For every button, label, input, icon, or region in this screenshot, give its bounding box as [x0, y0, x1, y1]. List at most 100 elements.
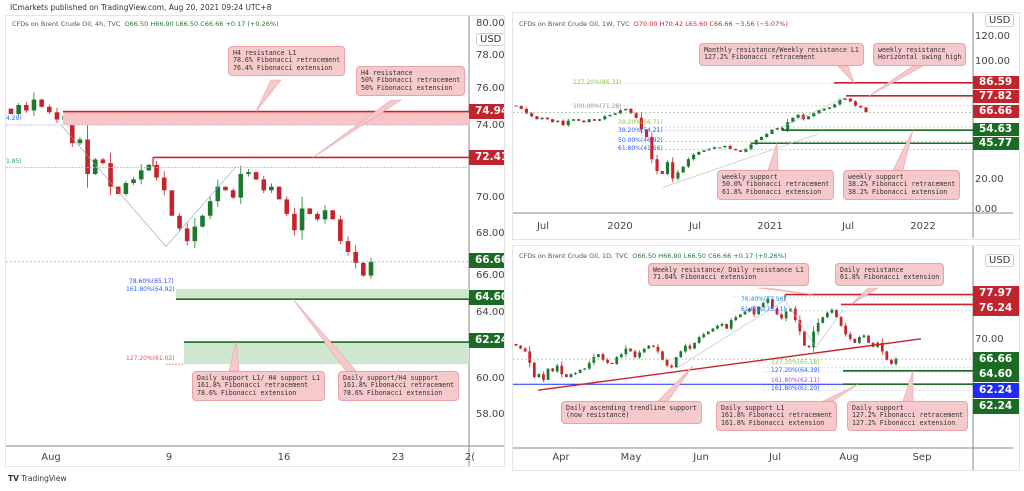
candle-body [546, 368, 550, 380]
candle-body [519, 105, 523, 109]
candle-body [138, 170, 144, 180]
x-tick: Sep [912, 452, 932, 463]
candle-body [154, 164, 159, 178]
candle-body [752, 308, 756, 315]
price-tag-support: 64.60 [469, 290, 504, 305]
candle-body [353, 252, 358, 263]
x-tick: Jun [693, 452, 709, 463]
fib-label: 78.60%(65.17) [129, 278, 174, 285]
h4-chart-canvas[interactable] [6, 16, 505, 467]
currency-button[interactable]: USD [985, 14, 1015, 27]
fib-label: 127.20%(61.02) [126, 355, 175, 362]
daily-chart-panel[interactable]: CFDs on Brent Crude Oil, 1D, TVC O66.50 … [512, 245, 1020, 471]
candle-body [716, 325, 719, 329]
candle-body [833, 104, 837, 108]
price-tag-resistance: 76.24 [973, 301, 1019, 316]
price-tag-support: 62.24 [973, 399, 1019, 414]
candle-body [598, 119, 602, 121]
candle-body [545, 117, 549, 120]
price-tag-support: 45.77 [973, 137, 1019, 150]
price-tag-support: 62.24 [469, 333, 504, 348]
weekly-chart-panel[interactable]: CFDs on Brent Crude Oil, 1W, TVC O70.00 … [512, 12, 1020, 240]
candle-body [656, 346, 660, 352]
price-tag-resistance: 72.41 [469, 150, 504, 165]
candle-body [292, 213, 297, 231]
candle-body [322, 210, 328, 220]
y-tick: 58.00 [476, 409, 505, 420]
candle-body [569, 374, 573, 378]
candle-body [858, 337, 861, 343]
price-tag-resistance: 74.94 [469, 104, 504, 119]
candle-body [307, 208, 313, 214]
candle-body [54, 112, 60, 120]
candle-body [583, 368, 587, 370]
fib-tool-line [60, 124, 167, 247]
candle-body [684, 345, 687, 352]
candle-body [812, 331, 815, 348]
candle-body [688, 345, 692, 349]
annotation-weekly-daily-resistance: Weekly resistance/ Daily resistance L1 7… [648, 263, 809, 286]
candle-body [582, 120, 586, 123]
candle-body [537, 374, 541, 378]
annotation-pointer [657, 365, 694, 402]
candle-body [299, 208, 305, 231]
h4-chart-panel[interactable]: CFDs on Brent Crude Oil, 4h, TVC O66.50 … [5, 15, 505, 467]
daily-chart-canvas[interactable] [513, 246, 1020, 471]
x-tick: 23 [391, 452, 405, 463]
candle-body [115, 186, 121, 194]
candle-body [315, 213, 320, 220]
annotation-pointer [255, 79, 282, 112]
fib-tool-line [675, 299, 786, 369]
candle-body [85, 139, 90, 174]
candle-body [734, 317, 738, 321]
candle-body [817, 110, 821, 114]
candle-body [711, 328, 715, 332]
annotation-monthly-resistance: Monthly resistance/Weekly resistance L1 … [699, 43, 864, 66]
candle-body [835, 309, 838, 318]
fib-label: 161.80%(61.20) [771, 385, 820, 392]
candle-body [844, 325, 848, 335]
candle-body [739, 150, 743, 152]
candle-body [528, 351, 532, 363]
annotation-pointer [837, 65, 855, 84]
currency-button[interactable]: USD [476, 33, 504, 46]
candle-body [603, 116, 607, 120]
price-tag-current: 66.66 [973, 105, 1019, 118]
candle-body [92, 159, 98, 174]
candle-body [821, 317, 825, 323]
candle-body [784, 311, 788, 319]
fib-tool-line [165, 166, 237, 247]
fib-label: 127.20%(86.31) [573, 79, 622, 86]
candle-body [8, 108, 14, 115]
candle-body [592, 119, 596, 121]
candle-body [655, 159, 659, 172]
candle-body [718, 147, 722, 149]
candle-body [803, 331, 806, 346]
candle-body [619, 354, 623, 358]
candle-body [853, 101, 858, 106]
candle-body [566, 120, 570, 126]
candle-body [827, 107, 831, 109]
candle-body [702, 150, 706, 152]
candle-body [766, 298, 770, 303]
annotation-daily-support: Daily support 127.2% Fibonacci retraceme… [847, 401, 969, 432]
candle-body [542, 374, 545, 380]
candle-body [830, 309, 834, 313]
candle-body [744, 148, 748, 152]
candle-body [574, 373, 577, 375]
candle-body [338, 219, 343, 242]
x-tick: 2020 [607, 221, 633, 232]
y-tick: 70.00 [476, 192, 505, 203]
candle-body [770, 129, 774, 135]
candle-body [725, 324, 728, 329]
candle-body [780, 314, 783, 319]
annotation-pointer [822, 383, 859, 402]
candle-body [759, 137, 764, 140]
candle-body [215, 186, 221, 202]
currency-button[interactable]: USD [985, 254, 1015, 267]
candle-body [825, 312, 829, 318]
candle-body [843, 98, 847, 100]
h4-symbol-header: CFDs on Brent Crude Oil, 4h, TVC O66.50 … [12, 20, 279, 28]
candle-body [650, 137, 654, 160]
candle-body [838, 100, 842, 105]
